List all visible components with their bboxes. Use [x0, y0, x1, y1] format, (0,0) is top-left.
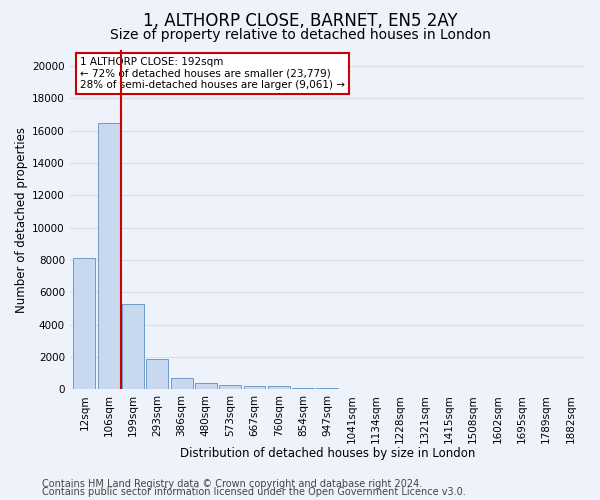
Bar — [268, 386, 290, 389]
Bar — [292, 388, 314, 389]
Y-axis label: Number of detached properties: Number of detached properties — [15, 126, 28, 312]
Bar — [98, 122, 119, 389]
Bar — [219, 384, 241, 389]
Bar — [170, 378, 193, 389]
Bar — [244, 386, 265, 389]
Text: Size of property relative to detached houses in London: Size of property relative to detached ho… — [110, 28, 490, 42]
Bar — [195, 383, 217, 389]
Text: 1 ALTHORP CLOSE: 192sqm
← 72% of detached houses are smaller (23,779)
28% of sem: 1 ALTHORP CLOSE: 192sqm ← 72% of detache… — [80, 57, 345, 90]
Bar — [146, 360, 168, 389]
X-axis label: Distribution of detached houses by size in London: Distribution of detached houses by size … — [180, 447, 475, 460]
Bar — [73, 258, 95, 389]
Bar — [316, 388, 338, 389]
Bar — [122, 304, 144, 389]
Text: 1, ALTHORP CLOSE, BARNET, EN5 2AY: 1, ALTHORP CLOSE, BARNET, EN5 2AY — [143, 12, 457, 30]
Text: Contains public sector information licensed under the Open Government Licence v3: Contains public sector information licen… — [42, 487, 466, 497]
Text: Contains HM Land Registry data © Crown copyright and database right 2024.: Contains HM Land Registry data © Crown c… — [42, 479, 422, 489]
